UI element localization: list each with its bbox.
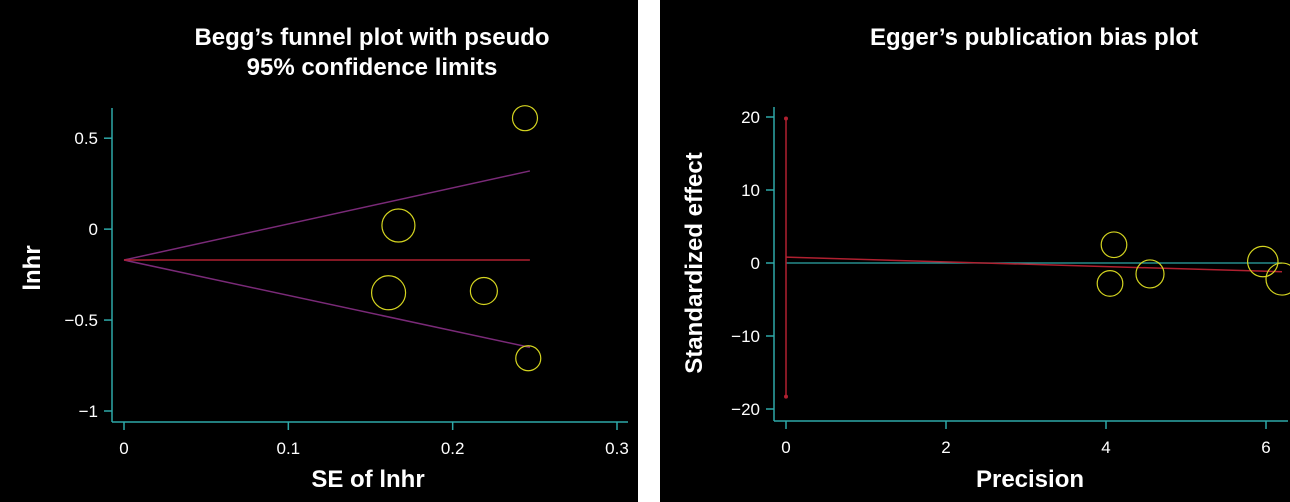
lower-confidence-limit [123, 259, 531, 349]
study-point [515, 345, 542, 372]
y-tick-label: 10 [741, 181, 760, 200]
x-tick-label: 0.1 [277, 439, 301, 458]
x-axis-label: SE of lnhr [311, 466, 424, 493]
study-point [511, 105, 539, 132]
study-point [1135, 259, 1165, 289]
y-tick-label: −1 [79, 402, 98, 421]
egger-bias-chart: Egger’s publication bias plot20100−10−20… [681, 24, 1290, 493]
y-tick-label: 20 [741, 108, 760, 127]
egger-bias-panel: Egger’s publication bias plot 20 10 0 −10 −20… [660, 0, 1290, 502]
x-tick-label: 4 [1101, 438, 1110, 457]
y-tick-label: −0.5 [64, 311, 98, 330]
ci-lower-cap [784, 394, 788, 399]
y-tick-label: 0.5 [74, 129, 98, 148]
study-point [1100, 231, 1128, 259]
chart-title-line: Egger’s publication bias plot [870, 24, 1198, 51]
x-tick-label: 0.2 [441, 439, 465, 458]
y-tick-label: 0 [89, 220, 98, 239]
chart-title-line: 95% confidence limits [247, 54, 498, 81]
study-point [381, 208, 416, 243]
study-point [1265, 262, 1290, 296]
x-tick-label: 0 [781, 438, 790, 457]
study-point [1096, 270, 1124, 297]
study-point [1246, 245, 1279, 278]
x-tick-label: 6 [1261, 438, 1270, 457]
upper-confidence-limit [123, 170, 531, 261]
chart-title-line: Begg’s funnel plot with pseudo [194, 24, 549, 51]
y-axis-label: Standardized effect [681, 152, 708, 373]
study-point [370, 275, 407, 311]
begg-funnel-panel: Begg’s funnel plot with pseudo 95% confid… [0, 0, 638, 502]
y-tick-label: 0 [751, 254, 760, 273]
study-point [469, 276, 498, 306]
x-tick-label: 0 [119, 439, 128, 458]
ci-upper-cap [784, 116, 788, 121]
y-tick-label: −20 [731, 400, 760, 419]
x-tick-label: 0.3 [605, 439, 629, 458]
regression-line [785, 256, 1283, 273]
x-tick-label: 2 [941, 438, 950, 457]
x-axis-label: Precision [976, 466, 1084, 493]
y-axis-label: lnhr [19, 245, 46, 290]
y-tick-label: −10 [731, 327, 760, 346]
begg-funnel-chart: Begg’s funnel plot with pseudo 95% confid… [19, 24, 629, 493]
